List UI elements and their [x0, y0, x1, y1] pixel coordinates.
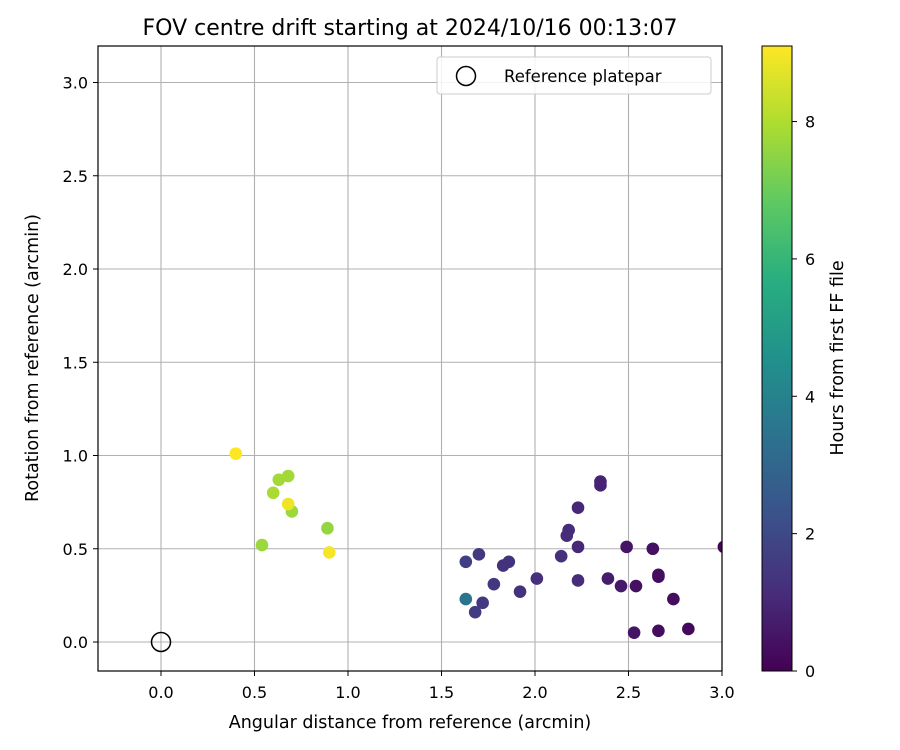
data-point: [571, 540, 585, 554]
x-tick-label: 2.5: [616, 683, 641, 702]
data-point: [717, 540, 722, 553]
data-point: [554, 549, 568, 563]
data-point: [459, 592, 473, 606]
data-point: [459, 555, 473, 569]
colorbar-tick-label: 2: [805, 525, 815, 544]
data-point: [281, 497, 295, 511]
chart-title: FOV centre drift starting at 2024/10/16 …: [143, 16, 678, 41]
data-point: [594, 479, 607, 492]
data-point: [652, 568, 665, 582]
data-point: [571, 501, 585, 515]
y-tick-label: 0.0: [63, 633, 88, 652]
data-point: [652, 624, 665, 638]
y-tick-label: 1.5: [63, 353, 88, 372]
grid-lines: [98, 46, 723, 671]
reference-platepar-marker: [150, 631, 172, 653]
data-point: [601, 572, 615, 585]
legend-marker: [455, 65, 477, 87]
x-axis-ticks: 0.0 0.5 1.0 1.5 2.0 2.5 3.0: [148, 671, 735, 702]
data-point: [487, 577, 501, 591]
data-point: [614, 579, 628, 593]
x-tick-label: 3.0: [709, 683, 734, 702]
x-axis-label: Angular distance from reference (arcmin): [229, 713, 592, 733]
colorbar-tick-label: 6: [805, 250, 815, 269]
data-point: [272, 473, 286, 487]
legend-box: [436, 56, 712, 95]
legend: Reference platepar: [436, 56, 712, 95]
colorbar-tick-label: 0: [805, 662, 815, 681]
y-axis-ticks: 0.0 0.5 1.0 1.5 2.0 2.5 3.0: [63, 74, 98, 652]
x-tick-label: 1.0: [335, 683, 360, 702]
x-tick-label: 0.5: [242, 683, 267, 702]
data-point: [472, 548, 486, 561]
data-point: [667, 592, 680, 606]
y-axis-label: Rotation from reference (arcmin): [23, 214, 43, 502]
colorbar: [761, 45, 793, 672]
plot-frame: [97, 45, 723, 672]
y-tick-label: 0.5: [63, 540, 88, 559]
data-point: [496, 559, 510, 572]
data-point: [255, 538, 269, 552]
data-point: [627, 626, 641, 639]
y-tick-label: 1.0: [63, 447, 88, 466]
x-tick-label: 2.0: [522, 683, 547, 702]
data-point: [513, 585, 527, 598]
x-tick-label: 1.5: [429, 683, 454, 702]
data-point: [530, 572, 544, 585]
data-point: [571, 574, 585, 587]
colorbar-label: Hours from first FF file: [828, 260, 848, 455]
data-point: [229, 447, 243, 460]
y-tick-label: 2.5: [63, 167, 88, 186]
data-point: [629, 579, 643, 593]
data-point: [682, 622, 695, 636]
data-point: [266, 486, 280, 500]
data-point: [323, 546, 336, 559]
colorbar-tick-label: 8: [805, 113, 815, 132]
y-tick-label: 2.0: [63, 260, 88, 279]
data-point: [476, 596, 489, 610]
data-point: [321, 521, 334, 535]
colorbar-ticks: 0 2 4 6 8: [792, 113, 815, 681]
data-point: [468, 605, 482, 619]
data-points: [229, 447, 722, 639]
data-point: [646, 542, 660, 556]
data-point: [620, 540, 633, 554]
legend-entry-label: Reference platepar: [504, 67, 662, 86]
data-point: [560, 529, 574, 542]
x-tick-label: 0.0: [148, 683, 173, 702]
y-tick-label: 3.0: [63, 74, 88, 93]
colorbar-tick-label: 4: [805, 387, 815, 406]
